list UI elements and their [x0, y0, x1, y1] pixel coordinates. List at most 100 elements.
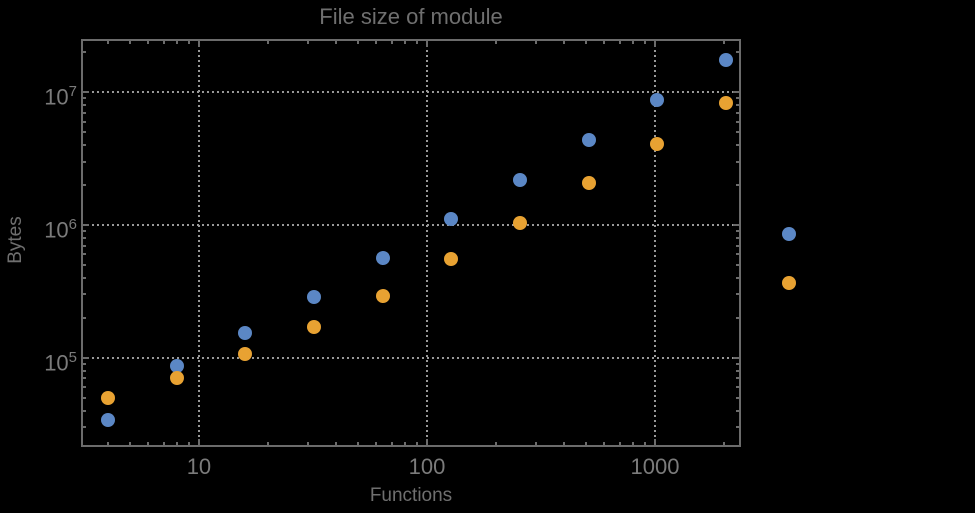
- x-tick-mark: [563, 442, 566, 446]
- x-tick-mark: [335, 40, 338, 44]
- x-tick-mark: [335, 442, 338, 446]
- x-tick-mark: [129, 40, 132, 44]
- y-tick-mark: [82, 377, 86, 380]
- gridline-vertical: [425, 40, 428, 446]
- gridline-vertical: [653, 40, 656, 446]
- x-tick-mark: [306, 40, 309, 44]
- data-point-series-2-orange: [375, 289, 390, 304]
- y-tick-mark: [736, 426, 740, 429]
- x-tick-mark: [415, 442, 418, 446]
- y-tick-mark: [82, 236, 86, 239]
- y-tick-mark: [736, 131, 740, 134]
- data-point-series-1-blue: [307, 289, 322, 304]
- y-tick-mark: [82, 111, 86, 114]
- x-tick-mark: [494, 442, 497, 446]
- x-tick-mark: [390, 40, 393, 44]
- x-tick-label: 1000: [630, 454, 680, 479]
- y-tick-mark: [736, 244, 740, 247]
- x-tick-mark: [197, 439, 200, 446]
- x-tick-mark: [306, 442, 309, 446]
- y-tick-mark: [736, 184, 740, 187]
- y-tick-mark: [82, 293, 86, 296]
- y-tick-mark: [736, 236, 740, 239]
- data-point-series-2-orange: [513, 215, 528, 230]
- y-tick-mark: [736, 253, 740, 256]
- y-tick-mark: [82, 51, 86, 54]
- x-tick-mark: [266, 442, 269, 446]
- x-tick-mark: [415, 40, 418, 44]
- y-tick-mark: [82, 426, 86, 429]
- x-tick-mark: [107, 40, 110, 44]
- y-tick-mark: [82, 369, 86, 372]
- y-tick-mark: [82, 409, 86, 412]
- y-tick-mark: [736, 120, 740, 123]
- x-tick-mark: [425, 40, 428, 47]
- x-tick-mark: [187, 442, 190, 446]
- data-point-series-2-orange: [238, 346, 253, 361]
- y-tick-mark: [736, 230, 740, 233]
- x-tick-mark: [357, 40, 360, 44]
- y-tick-mark: [82, 386, 86, 389]
- gridline-horizontal: [82, 356, 740, 359]
- y-tick-mark: [82, 230, 86, 233]
- y-tick-mark: [736, 293, 740, 296]
- x-tick-mark: [375, 442, 378, 446]
- gridline-horizontal: [82, 91, 740, 94]
- data-point-series-2-orange: [581, 176, 596, 191]
- data-point-series-1-blue: [444, 211, 459, 226]
- x-tick-mark: [162, 40, 165, 44]
- x-tick-mark: [722, 40, 725, 44]
- x-tick-label: 100: [408, 454, 446, 479]
- x-tick-mark: [175, 40, 178, 44]
- y-tick-mark: [736, 160, 740, 163]
- x-tick-mark: [585, 40, 588, 44]
- y-tick-mark: [733, 91, 740, 94]
- y-tick-mark: [82, 362, 86, 365]
- x-tick-mark: [603, 40, 606, 44]
- y-tick-mark: [736, 263, 740, 266]
- x-tick-mark: [643, 40, 646, 44]
- x-tick-mark: [390, 442, 393, 446]
- x-tick-mark: [722, 442, 725, 446]
- x-tick-mark: [618, 442, 621, 446]
- y-tick-mark: [736, 409, 740, 412]
- data-point-series-1-blue: [718, 53, 733, 68]
- x-tick-mark: [187, 40, 190, 44]
- y-tick-mark: [82, 104, 86, 107]
- y-tick-mark: [82, 131, 86, 134]
- x-tick-mark: [375, 40, 378, 44]
- x-tick-mark: [618, 40, 621, 44]
- x-tick-mark: [107, 442, 110, 446]
- x-tick-mark: [643, 442, 646, 446]
- y-tick-mark: [82, 396, 86, 399]
- chart-title: File size of module: [319, 4, 503, 29]
- y-tick-mark: [736, 97, 740, 100]
- y-tick-mark: [736, 369, 740, 372]
- y-tick-label: 107: [44, 83, 77, 110]
- data-point-series-1-blue: [513, 173, 528, 188]
- data-point-series-2-orange: [782, 275, 797, 290]
- x-tick-mark: [175, 442, 178, 446]
- y-tick-mark: [82, 253, 86, 256]
- y-tick-mark: [82, 91, 89, 94]
- y-tick-mark: [736, 362, 740, 365]
- data-point-series-1-blue: [169, 358, 184, 373]
- y-tick-mark: [82, 276, 86, 279]
- x-tick-mark: [266, 40, 269, 44]
- x-tick-mark: [653, 40, 656, 47]
- x-tick-mark: [147, 442, 150, 446]
- x-tick-mark: [129, 442, 132, 446]
- x-tick-mark: [631, 442, 634, 446]
- x-tick-label: 10: [186, 454, 212, 479]
- y-tick-mark: [736, 111, 740, 114]
- y-tick-mark: [82, 244, 86, 247]
- y-tick-mark: [736, 51, 740, 54]
- y-tick-mark: [736, 276, 740, 279]
- x-tick-mark: [631, 40, 634, 44]
- x-tick-mark: [603, 442, 606, 446]
- data-point-series-1-blue: [650, 93, 665, 108]
- data-point-series-2-orange: [650, 136, 665, 151]
- x-tick-mark: [425, 439, 428, 446]
- y-tick-mark: [82, 120, 86, 123]
- plot-frame: [81, 39, 741, 447]
